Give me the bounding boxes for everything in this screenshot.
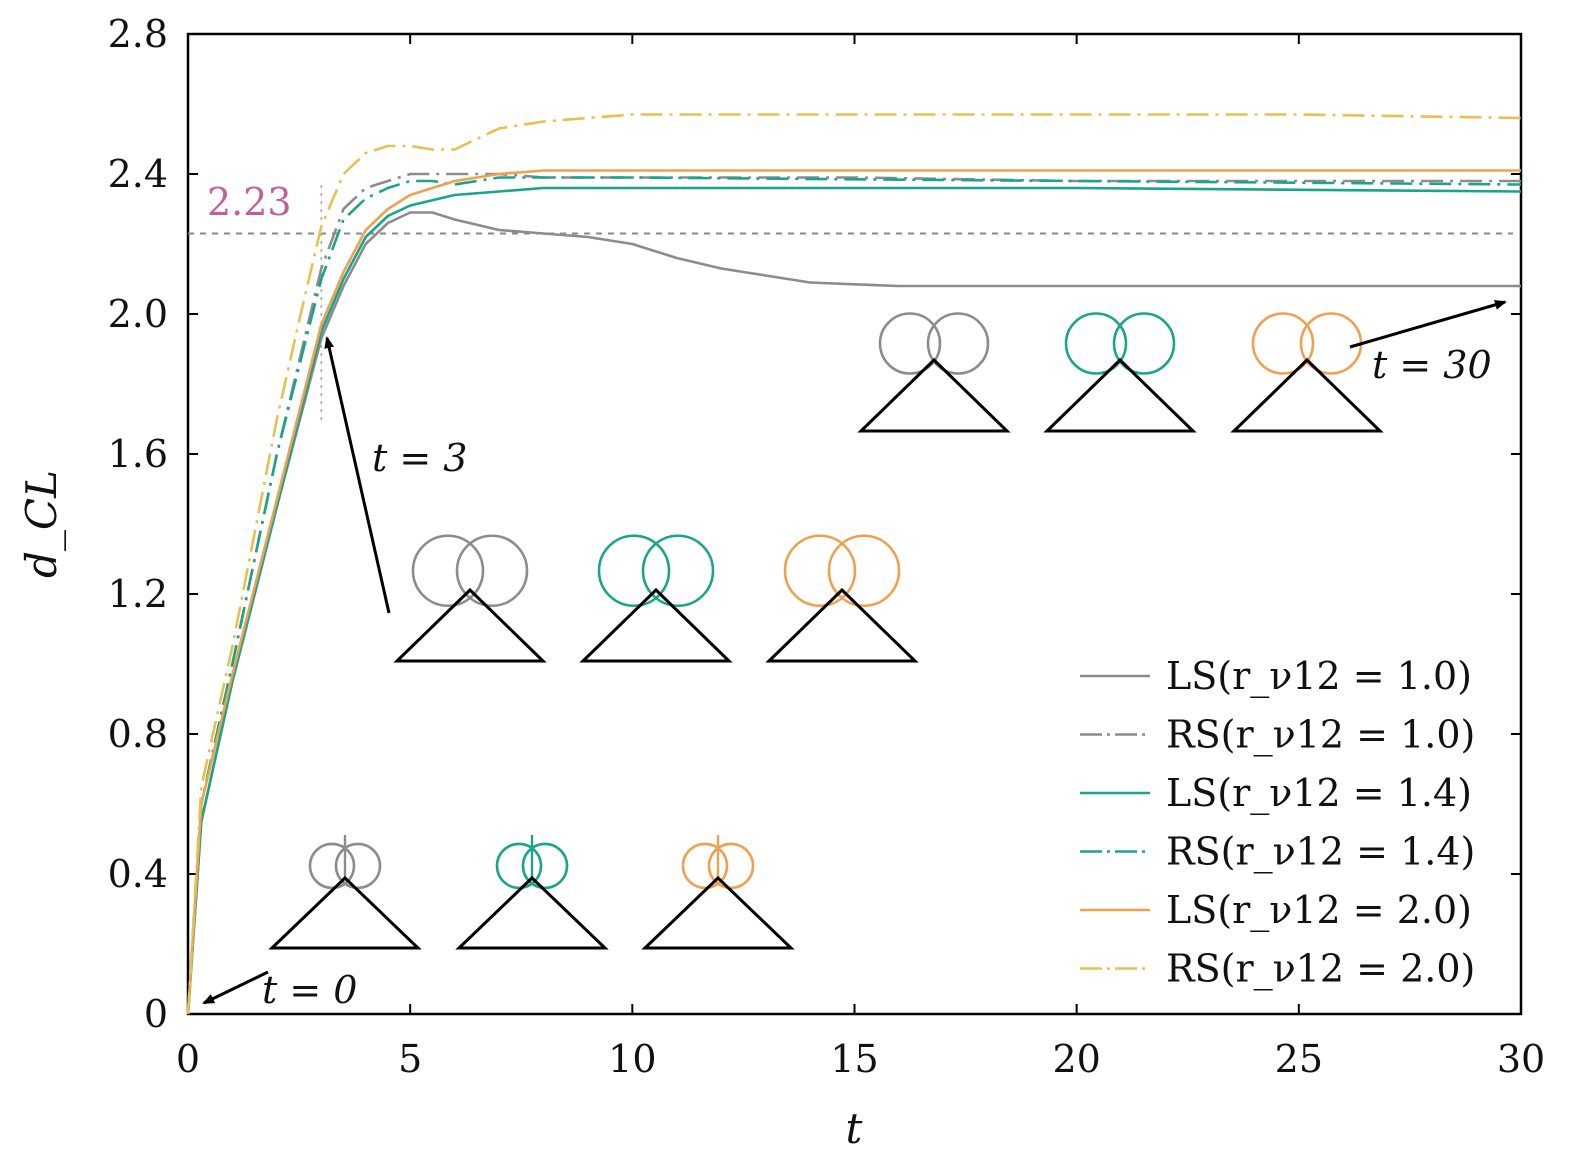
inset-droplet-lobe [495, 842, 543, 890]
annotation-t3: t = 3 [324, 336, 467, 614]
x-tick-label: 5 [398, 1037, 422, 1081]
inset-droplet-lobe [308, 842, 356, 890]
x-tick-label: 25 [1275, 1037, 1323, 1081]
inset-droplet-lobe [1064, 312, 1128, 375]
y-tick-label: 0.4 [108, 852, 168, 896]
inset-droplet-lobe [783, 534, 857, 608]
annotation-t0-label: t = 0 [262, 968, 357, 1012]
legend: LS(r_ν12 = 1.0) RS(r_ν12 = 1.0) LS(r_ν12 =… [1080, 654, 1475, 992]
inset-droplet-lobe [681, 842, 729, 890]
legend-label-2: RS(r_ν12 = 1.0) [1166, 713, 1475, 758]
annotation-t30-label: t = 30 [1372, 343, 1492, 387]
inset-droplet-lobe [641, 534, 715, 608]
y-tick-label: 1.2 [108, 572, 168, 616]
y-axis-title: d_CL [17, 470, 66, 578]
inset-droplet-lobe [926, 312, 990, 375]
inset-droplet-lobe [334, 842, 382, 890]
axis-ticks: 0 5 10 15 20 25 30 0 0.4 0.8 1.2 1.6 2.0 2.4 2.8 [108, 12, 1546, 1081]
series-line-6 [186, 113, 1522, 1015]
inset-droplet-lobe [707, 842, 755, 890]
inset-triangle [857, 357, 1011, 433]
annotation-t0-arrow [202, 970, 269, 1005]
inset-droplet-lobe [1112, 312, 1176, 375]
annotation-t3-arrow [324, 336, 391, 614]
inset-triangle [641, 875, 795, 950]
x-tick-label: 0 [176, 1037, 200, 1081]
series-line-3 [186, 186, 1522, 1015]
inset-droplet-lobe [411, 534, 485, 608]
y-tick-label: 1.6 [108, 432, 168, 476]
annotation-t30: t = 30 [1349, 299, 1507, 387]
inset-droplet-lobe [1251, 312, 1315, 375]
reference-line-group [188, 185, 1513, 420]
y-tick-label: 2.0 [108, 292, 168, 336]
annotation-t0: t = 0 [202, 968, 357, 1012]
inset-triangle [579, 587, 733, 663]
legend-label-3: LS(r_ν12 = 1.4) [1166, 771, 1472, 816]
legend-label-5: LS(r_ν12 = 2.0) [1166, 888, 1472, 933]
x-tick-label: 10 [608, 1037, 656, 1081]
shape-insets [268, 312, 1384, 950]
series-line-4 [186, 176, 1522, 1015]
x-tick-label: 30 [1497, 1037, 1545, 1081]
y-tick-label: 0.8 [108, 712, 168, 756]
x-tick-label: 20 [1052, 1037, 1100, 1081]
legend-label-1: LS(r_ν12 = 1.0) [1166, 654, 1472, 699]
inset-droplet-lobe [521, 842, 569, 890]
series-group [186, 113, 1522, 1015]
series-line-1 [186, 211, 1521, 1015]
y-tick-label: 2.8 [108, 12, 168, 56]
inset-droplet-lobe [878, 312, 942, 375]
y-tick-label: 2.4 [108, 152, 168, 196]
reference-line-label: 2.23 [207, 180, 292, 224]
inset-triangle [455, 875, 609, 950]
legend-label-6: RS(r_ν12 = 2.0) [1166, 947, 1475, 992]
annotation-t30-arrow [1349, 299, 1507, 349]
x-tick-label: 15 [830, 1037, 878, 1081]
x-axis-title: t [846, 1104, 863, 1153]
inset-triangle [1230, 357, 1384, 433]
inset-triangle [1043, 357, 1197, 433]
inset-triangle [268, 875, 422, 950]
y-tick-label: 0 [144, 992, 168, 1036]
legend-label-4: RS(r_ν12 = 1.4) [1166, 830, 1475, 875]
annotation-t3-label: t = 3 [372, 436, 467, 480]
inset-droplet-lobe [597, 534, 671, 608]
inset-triangle [765, 587, 919, 663]
series-line-5 [186, 169, 1521, 1015]
inset-droplet-lobe [455, 534, 529, 608]
inset-droplet-lobe [827, 534, 901, 608]
inset-triangle [393, 587, 547, 663]
